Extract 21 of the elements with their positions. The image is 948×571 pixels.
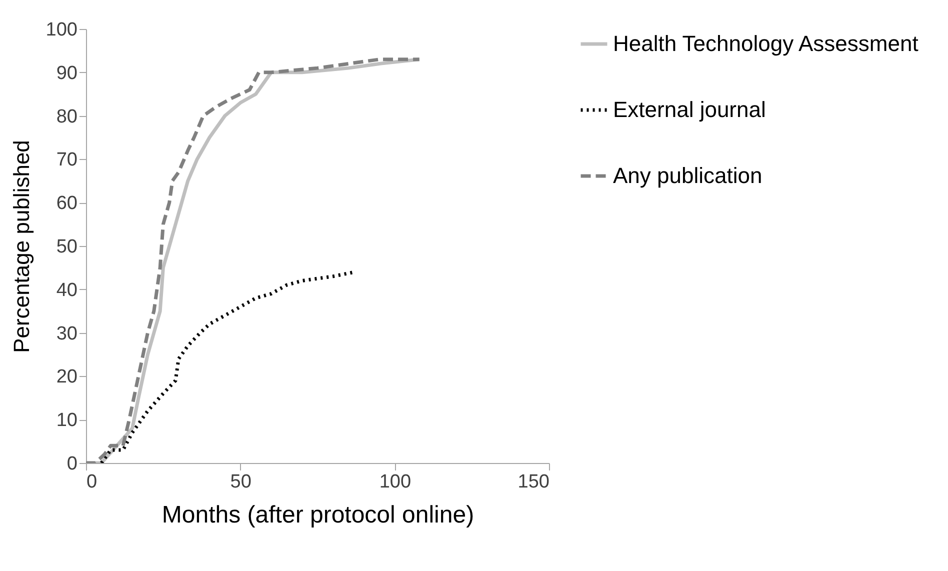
y-tick-label: 40 (56, 280, 78, 301)
y-tick-label: 0 (66, 454, 78, 474)
x-tick-label: 0 (86, 472, 98, 492)
legend-label: Any publication (613, 163, 762, 188)
y-tick-label: 50 (56, 236, 78, 258)
y-tick-label: 20 (56, 366, 78, 388)
x-tick-label: 150 (518, 472, 550, 492)
y-axis-title: Percentage published (8, 140, 34, 353)
line-series (86, 58, 422, 463)
y-tick-label: 70 (56, 150, 78, 171)
y-tick-label: 80 (56, 106, 78, 128)
legend-label: Health Technology Assessment (613, 31, 918, 56)
x-axis-title: Months (after protocol online) (162, 502, 474, 528)
legend-label: External journal (613, 97, 766, 122)
x-tick-label: 50 (230, 472, 252, 492)
y-tick-label: 90 (56, 62, 78, 84)
x-tick-label: 100 (379, 472, 412, 492)
y-tick-label: 60 (56, 193, 78, 214)
y-tick-label: 100 (46, 20, 78, 40)
y-tick-label: 10 (56, 410, 78, 432)
y-tick-label: 30 (56, 323, 78, 344)
